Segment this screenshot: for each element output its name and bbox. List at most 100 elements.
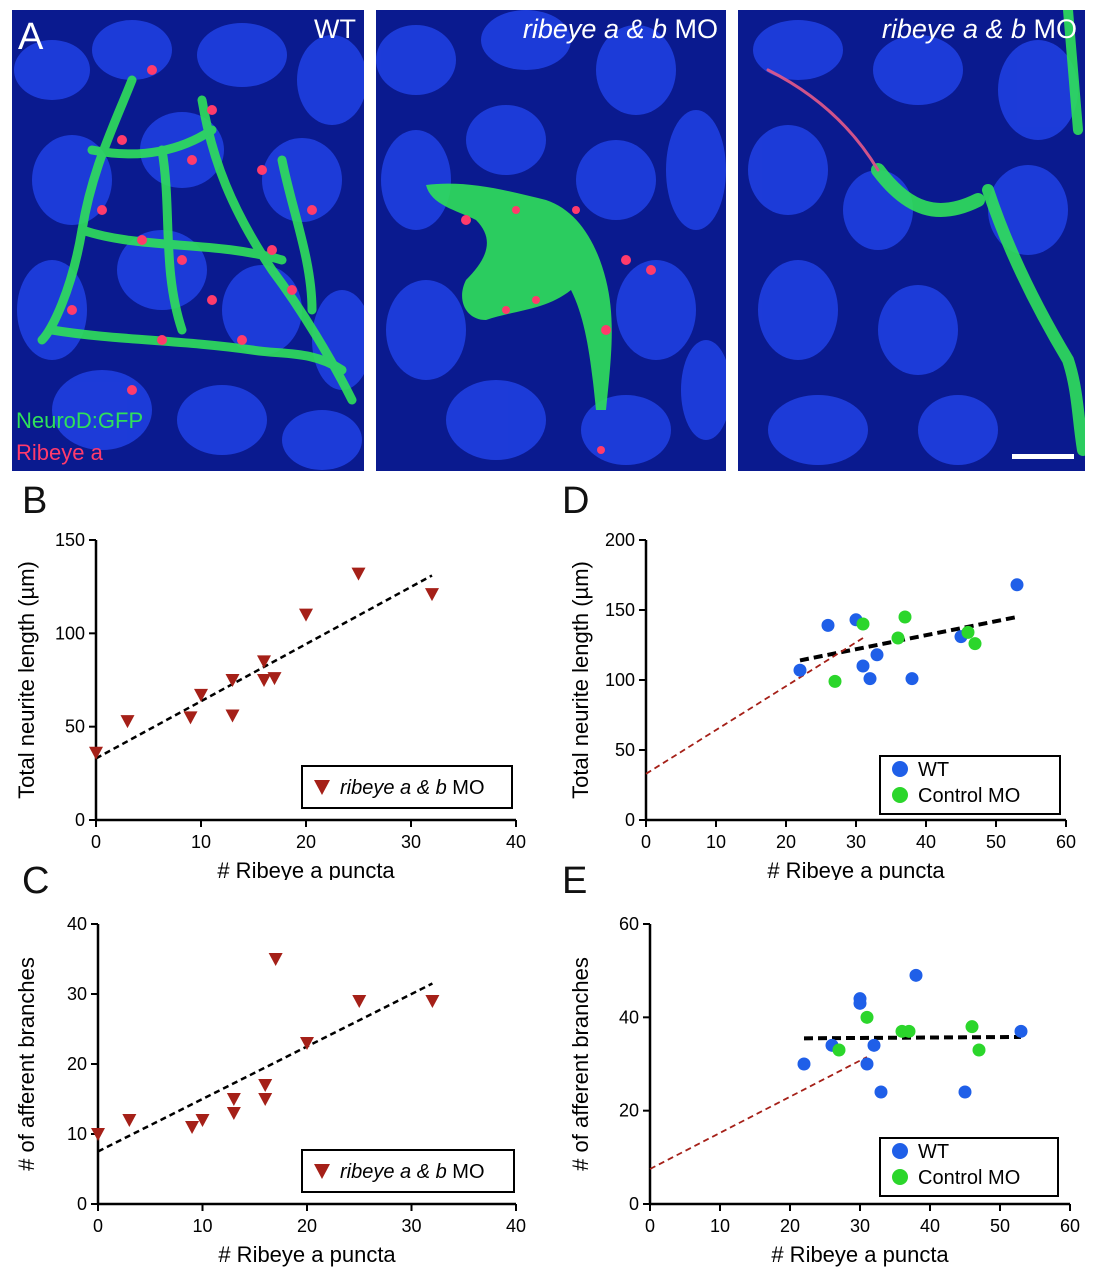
micrograph-title-mo-1-italic: ribeye a & b [522, 14, 667, 44]
chart-e-x-tick-label: 60 [1060, 1216, 1080, 1236]
chart-c-legend-label: ribeye a & b MO [340, 1161, 485, 1183]
chart-c-fit-line [97, 982, 433, 1153]
chart-d-y-tick-label: 0 [625, 810, 635, 830]
chart-c-y-tick-label: 30 [67, 984, 87, 1004]
chart-c-point-ribeye-a-b-mo [352, 995, 367, 1008]
chart-c-point-ribeye-a-b-mo [91, 1128, 105, 1141]
chart-b-point-ribeye-a-b-mo [225, 674, 240, 687]
chart-b-legend-box [301, 765, 513, 809]
chart-b-legend-marker [314, 780, 330, 795]
chart-c-x-tick-label: 40 [506, 1216, 526, 1236]
chart-c-point-ribeye-a-b-mo [258, 1079, 273, 1092]
panel-letter-b: B [22, 480, 48, 522]
chart-d-point-control-mo [961, 625, 975, 639]
chart-e-point-wt [797, 1057, 811, 1071]
chart-d-x-tick-label: 40 [916, 832, 936, 852]
chart-d-fit-line [799, 615, 1018, 663]
chart-e-point-wt [860, 1057, 874, 1071]
chart-b-x-tick-label: 40 [506, 832, 526, 852]
chart-b-point-ribeye-a-b-mo [89, 746, 103, 760]
chart-e-point-control-mo [972, 1043, 986, 1057]
chart-d-x-axis-label: # Ribeye a puncta [767, 858, 945, 880]
chart-d-point-wt [870, 648, 884, 662]
micrograph-title-wt: WT [314, 14, 356, 44]
chart-d-point-control-mo [856, 617, 870, 631]
panel-letter-e: E [562, 860, 588, 902]
chart-c-x-tick-label: 30 [401, 1216, 421, 1236]
chart-e-x-axis-label: # Ribeye a puncta [771, 1242, 949, 1267]
chart-d-legend-label: WT [918, 759, 949, 781]
chart-c-y-tick-label: 20 [67, 1054, 87, 1074]
chart-e-legend-label: WT [918, 1141, 949, 1163]
chart-c-y-tick-label: 40 [67, 914, 87, 934]
micrograph-title-mo-2-italic: ribeye a & b [881, 14, 1026, 44]
chart-e-x-tick-label: 20 [780, 1216, 800, 1236]
chart-d-x-tick-label: 0 [641, 832, 651, 852]
panel-letter-a: A [18, 16, 44, 58]
chart-d-x-tick-label: 10 [706, 832, 726, 852]
chart-b-x-tick-label: 20 [296, 832, 316, 852]
micrograph-wt-art [12, 10, 364, 471]
chart-b-point-ribeye-a-b-mo [351, 567, 366, 581]
chart-d-point-control-mo [828, 674, 842, 688]
chart-d-y-tick-label: 50 [615, 740, 635, 760]
chart-e-point-control-mo [832, 1043, 846, 1057]
chart-d-point-wt [793, 663, 807, 677]
chart-c-point-ribeye-a-b-mo [185, 1121, 200, 1134]
chart-e-x-tick-label: 30 [850, 1216, 870, 1236]
chart-c-point-ribeye-a-b-mo [226, 1107, 241, 1120]
chart-d-x-tick-label: 50 [986, 832, 1006, 852]
chart-c-x-tick-label: 0 [93, 1216, 103, 1236]
chart-e: 0 10 20 30 40 50 60 0 20 40 60 # Ribeye a puncta # o… [568, 914, 1080, 1267]
chart-b-point-ribeye-a-b-mo [299, 608, 313, 622]
chart-d-fit-line [645, 637, 864, 775]
chart-d-y-tick-label: 150 [605, 600, 635, 620]
micrograph-mo-1-art [376, 10, 726, 471]
chart-d-y-tick-label: 200 [605, 530, 635, 550]
micrograph-mo-1: ribeye a & b MO [376, 10, 726, 471]
chart-b-legend-label: ribeye a & b MO [340, 777, 485, 799]
chart-c-x-axis-label: # Ribeye a puncta [218, 1242, 396, 1267]
chart-c-y-tick-label: 0 [77, 1194, 87, 1214]
chart-b-x-tick-label: 0 [91, 832, 101, 852]
chart-d-point-control-mo [968, 637, 982, 651]
chart-e-point-wt [853, 996, 867, 1010]
chart-e-legend-box [879, 1137, 1059, 1197]
micrograph-wt: A WT NeuroD:GFP Ribeye a [12, 10, 364, 471]
chart-e-point-control-mo [860, 1010, 874, 1024]
chart-d-point-wt [1010, 578, 1024, 592]
chart-e-y-tick-label: 40 [619, 1007, 639, 1027]
chart-b-y-tick-label: 50 [65, 717, 85, 737]
chart-e-y-tick-label: 0 [629, 1194, 639, 1214]
micrograph-title-mo-1: ribeye a & b MO [523, 14, 718, 45]
chart-d-point-control-mo [891, 631, 905, 645]
chart-b-point-ribeye-a-b-mo [183, 711, 198, 725]
chart-e-x-tick-label: 50 [990, 1216, 1010, 1236]
chart-e-point-wt [958, 1085, 972, 1099]
chart-d-y-tick-label: 100 [605, 670, 635, 690]
chart-e-point-wt [1014, 1024, 1028, 1038]
chart-c-point-ribeye-a-b-mo [268, 953, 283, 966]
chart-c-point-ribeye-a-b-mo [300, 1037, 314, 1050]
chart-c-x-tick-label: 20 [297, 1216, 317, 1236]
chart-d-legend-label: Control MO [918, 785, 1020, 807]
chart-e-x-tick-label: 0 [645, 1216, 655, 1236]
chart-d-legend-marker [892, 761, 908, 777]
chart-d: 0 10 20 30 40 50 60 0 50 100 150 200 # Ribeye a punc… [568, 530, 1076, 880]
chart-d-point-wt [905, 672, 919, 686]
chart-e-fit-line [649, 1056, 868, 1170]
chart-c-point-ribeye-a-b-mo [122, 1114, 137, 1127]
chart-c-x-tick-label: 10 [192, 1216, 212, 1236]
chart-d-x-tick-label: 30 [846, 832, 866, 852]
chart-c-y-axis-label: # of afferent branches [14, 957, 39, 1171]
chart-e-point-wt [867, 1038, 881, 1052]
micrograph-mo-2: ribeye a & b MO [738, 10, 1085, 471]
chart-e-y-tick-label: 20 [619, 1101, 639, 1121]
chart-d-x-tick-label: 20 [776, 832, 796, 852]
channel-label-ribeye: Ribeye a [16, 440, 103, 465]
chart-b-y-tick-label: 100 [55, 623, 85, 643]
panel-letter-d: D [562, 480, 590, 522]
chart-b-y-tick-label: 150 [55, 530, 85, 550]
chart-e-point-wt [874, 1085, 888, 1099]
chart-b-point-ribeye-a-b-mo [120, 715, 135, 729]
